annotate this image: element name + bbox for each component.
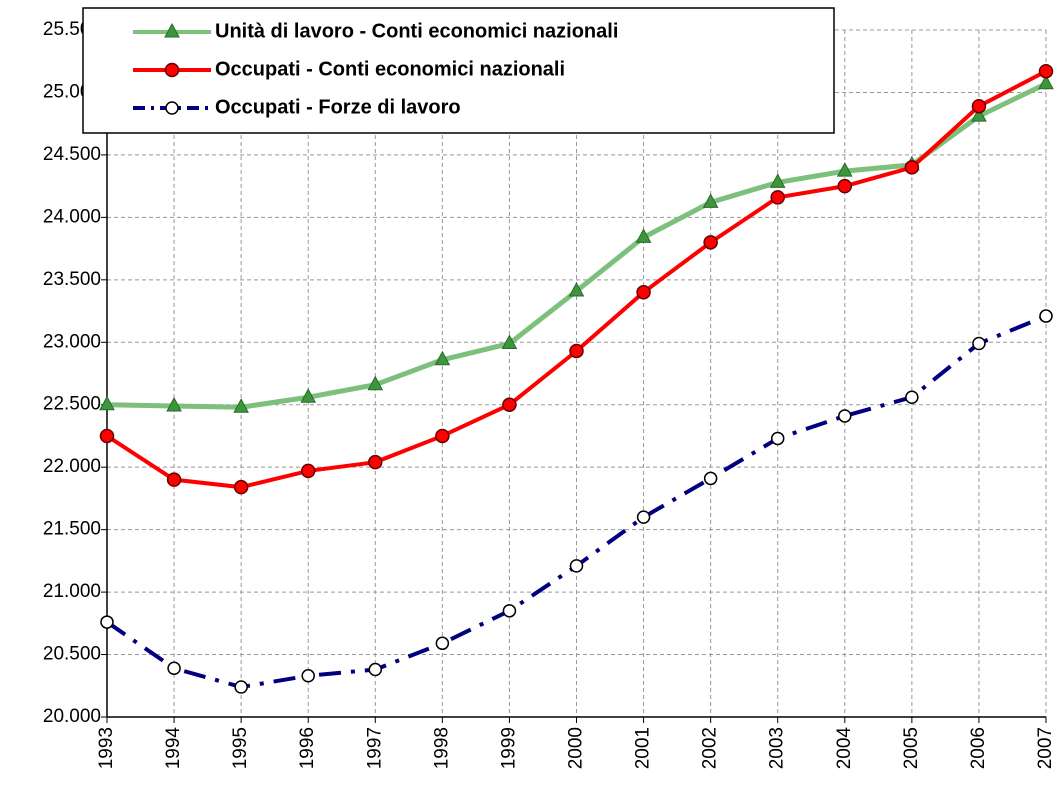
marker [836,162,853,177]
marker [164,22,180,38]
marker [972,336,986,351]
legend: Unità di lavoro - Conti economici nazion… [82,7,835,134]
marker [501,334,518,350]
marker [838,409,852,423]
legend-label: Occupati - Conti economici nazionali [215,58,565,80]
x-tick-label: 1998 [431,727,452,769]
legend-label: Unità di lavoro - Conti economici nazion… [215,20,618,42]
x-tick-label: 1993 [96,727,117,769]
marker [770,431,785,446]
x-tick-label: 2007 [1035,727,1056,769]
marker [1038,63,1054,79]
marker [1038,74,1054,90]
marker [165,101,179,115]
marker [435,428,450,444]
marker [300,463,316,479]
marker [434,350,451,366]
x-tick-label: 1996 [297,727,318,769]
x-tick-label: 1994 [163,727,184,770]
y-tick-label: 22.000 [43,456,101,477]
marker [971,107,987,122]
y-tick-label: 20.500 [43,644,101,665]
marker [100,615,114,629]
marker [233,479,249,495]
marker [904,160,920,175]
x-tick-label: 1997 [364,727,385,769]
marker [905,390,919,404]
marker [368,454,383,470]
y-tick-label: 23.500 [43,269,101,290]
marker [166,472,182,487]
legend-label: Occupati - Forze di lavoro [215,96,461,118]
marker [99,395,115,411]
y-tick-label: 23.000 [43,331,101,352]
marker [166,396,182,412]
y-tick-label: 20.000 [43,706,101,727]
marker [703,235,718,250]
x-tick-label: 1999 [498,727,519,769]
marker [367,375,384,391]
marker [1039,309,1053,323]
x-tick-label: 2000 [566,727,587,769]
marker [300,388,317,403]
marker [702,193,719,208]
y-tick-label: 21.000 [43,581,101,602]
y-tick-label: 22.500 [43,394,101,415]
marker [569,343,584,359]
marker [770,190,785,205]
x-tick-label: 2002 [700,727,721,769]
marker [233,398,249,413]
marker [368,662,383,677]
x-tick-label: 2003 [767,727,788,769]
marker [99,428,115,444]
marker [569,559,584,573]
x-tick-label: 2006 [968,727,989,769]
marker [164,62,180,78]
marker [636,285,651,300]
y-tick-label: 24.000 [43,206,101,227]
y-tick-label: 21.500 [43,519,101,540]
marker [769,173,786,188]
marker [234,680,248,694]
marker [703,471,718,486]
marker [837,178,853,194]
x-tick-label: 2004 [834,727,855,770]
y-tick-label: 24.500 [43,144,101,165]
marker [971,98,987,114]
marker [502,397,517,412]
marker [636,510,651,524]
x-tick-label: 2005 [901,727,922,769]
marker [568,282,585,297]
marker [167,661,181,676]
marker [435,636,450,651]
marker [301,669,315,683]
x-tick-label: 2001 [633,727,654,769]
marker [502,604,517,618]
x-tick-label: 1995 [230,727,251,769]
marker [635,228,652,243]
